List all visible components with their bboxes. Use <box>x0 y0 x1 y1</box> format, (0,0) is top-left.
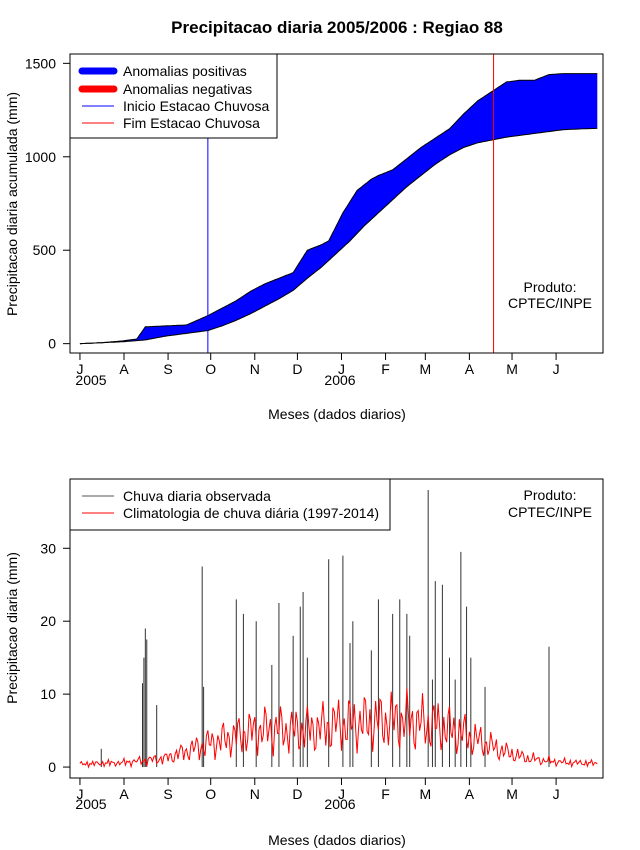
year-label-2006: 2006 <box>324 372 355 388</box>
year-label-2005-b: 2005 <box>75 796 106 812</box>
y-axis: 0 500 1000 1500 <box>25 55 71 352</box>
p2-x-tick-label: M <box>506 786 518 802</box>
p2-y-tick-label: 10 <box>40 686 56 702</box>
x-axis-label-2: Meses (dados diarios) <box>268 832 406 848</box>
p1-x-tick-label: F <box>381 361 390 377</box>
p2-x-tick-label: A <box>119 786 129 802</box>
positive-anomaly-area <box>79 73 598 344</box>
annotation-line-2: CPTEC/INPE <box>508 295 592 311</box>
p2-x-tick-label: J <box>76 786 83 802</box>
climatology-daily-line <box>79 688 598 769</box>
y-axis-label: Precipitacao diaria acumulada (mm) <box>4 92 20 316</box>
p1-x-tick-label: M <box>506 361 518 377</box>
anomaly-area-layer <box>79 73 598 344</box>
p2-x-tick-label: O <box>205 786 216 802</box>
p1-x-tick-label: N <box>250 361 260 377</box>
p2-x-tick-label: A <box>465 786 475 802</box>
chart-title: Precipitacao diaria 2005/2006 : Regiao 8… <box>171 18 503 37</box>
product-annotation: Produto: CPTEC/INPE <box>508 279 592 311</box>
year-label-2005: 2005 <box>75 372 106 388</box>
y-axis-2: 0 10 20 30 <box>40 540 71 775</box>
x-axis-label: Meses (dados diarios) <box>268 406 406 422</box>
cumulative-panel: Precipitacao diaria 2005/2006 : Regiao 8… <box>4 18 604 422</box>
p1-y-tick-label: 1000 <box>25 149 56 165</box>
annotation-line-1: Produto: <box>524 279 577 295</box>
p1-x-tick-label: S <box>163 361 172 377</box>
annotation-line-2-b: CPTEC/INPE <box>508 504 592 520</box>
p1-y-tick-label: 500 <box>33 242 57 258</box>
p1-x-tick-label: A <box>465 361 475 377</box>
p2-x-tick-label: S <box>163 786 172 802</box>
legend-label-onset: Inicio Estacao Chuvosa <box>123 98 270 114</box>
p1-x-tick-label: J <box>338 361 345 377</box>
annotation-line-1-b: Produto: <box>524 487 577 503</box>
observed-cumulative-line <box>79 73 598 345</box>
daily-panel: J A S O N D J F M A M J 0 10 20 30 2005 2006 Meses (da… <box>4 478 604 848</box>
p2-x-tick-label: F <box>381 786 390 802</box>
legend-label-end: Fim Estacao Chuvosa <box>123 115 260 131</box>
legend-2: Chuva diaria observada Climatologia de c… <box>69 478 391 531</box>
legend-label-positive: Anomalias positivas <box>123 63 247 79</box>
p1-y-tick-label: 0 <box>48 336 56 352</box>
p1-x-tick-label: A <box>119 361 129 377</box>
legend-box-2 <box>69 478 391 531</box>
p2-x-tick-label: M <box>419 786 431 802</box>
p1-x-tick-label: J <box>76 361 83 377</box>
p1-x-tick-label: M <box>419 361 431 377</box>
observed-rain-bars <box>100 489 550 768</box>
p2-x-tick-label: J <box>553 786 560 802</box>
p2-x-tick-label: N <box>250 786 260 802</box>
p1-y-tick-label: 1500 <box>25 55 56 71</box>
p2-y-tick-label: 20 <box>40 613 56 629</box>
legend: Anomalias positivas Anomalias negativas … <box>69 53 278 139</box>
year-label-2006-b: 2006 <box>324 796 355 812</box>
product-annotation-2: Produto: CPTEC/INPE <box>508 487 592 520</box>
legend-label-climatology: Climatologia de chuva diária (1997-2014) <box>123 505 379 521</box>
p2-y-tick-label: 0 <box>48 759 56 775</box>
y-axis-label-2: Precipitacao diaria (mm) <box>4 552 20 704</box>
p2-x-tick-label: D <box>292 786 302 802</box>
p2-x-tick-label: J <box>338 786 345 802</box>
p2-y-tick-label: 30 <box>40 540 56 556</box>
climatology-layer <box>79 688 598 769</box>
legend-label-negative: Anomalias negativas <box>123 81 252 97</box>
legend-label-observed: Chuva diaria observada <box>123 488 271 504</box>
p1-x-tick-label: O <box>205 361 216 377</box>
p1-x-tick-label: D <box>292 361 302 377</box>
climatology-cumulative-line <box>79 127 598 345</box>
p1-x-tick-label: J <box>553 361 560 377</box>
